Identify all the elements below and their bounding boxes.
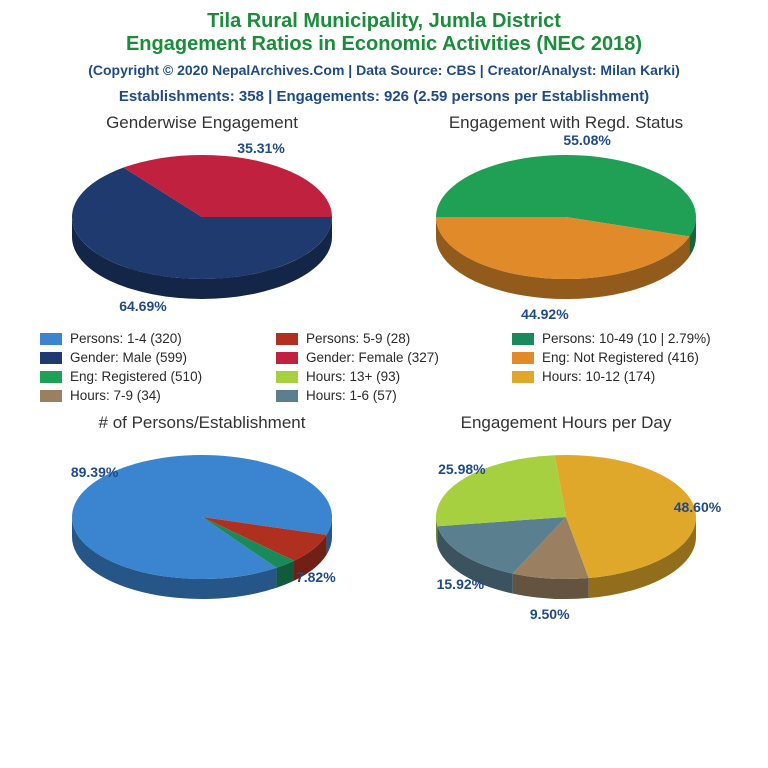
- legend-text: Hours: 1-6 (57): [306, 388, 397, 403]
- legend-swatch: [512, 333, 534, 345]
- charts-grid: Genderwise Engagement 64.69%35.31% Engag…: [0, 113, 768, 633]
- chart-regd-title: Engagement with Regd. Status: [384, 113, 748, 133]
- legend-item: Eng: Registered (510): [40, 369, 256, 384]
- legend-text: Persons: 10-49 (10 | 2.79%): [542, 331, 711, 346]
- chart-hours-pie: 48.60%9.50%15.92%25.98%: [384, 437, 748, 607]
- legend-swatch: [40, 352, 62, 364]
- legend-swatch: [512, 371, 534, 383]
- legend-text: Hours: 13+ (93): [306, 369, 400, 384]
- legend-item: Persons: 1-4 (320): [40, 331, 256, 346]
- chart-regd: Engagement with Regd. Status 55.08%44.92…: [384, 113, 748, 323]
- legend-item: Hours: 13+ (93): [276, 369, 492, 384]
- legend-swatch: [276, 352, 298, 364]
- pie-slice-label: 64.69%: [119, 298, 166, 314]
- title-line-1: Tila Rural Municipality, Jumla District: [0, 0, 768, 33]
- legend-text: Gender: Female (327): [306, 350, 439, 365]
- pie-slice-label: 25.98%: [438, 461, 485, 477]
- pie-slice-label: 35.31%: [237, 140, 284, 156]
- pie-slice-label: 44.92%: [521, 306, 568, 322]
- legend-item: Hours: 1-6 (57): [276, 388, 492, 403]
- pie-slice-label: 7.82%: [296, 569, 336, 585]
- legend-item: Hours: 10-12 (174): [512, 369, 728, 384]
- legend-item: Eng: Not Registered (416): [512, 350, 728, 365]
- legend-swatch: [276, 371, 298, 383]
- stats-line: Establishments: 358 | Engagements: 926 (…: [0, 88, 768, 105]
- legend-text: Persons: 5-9 (28): [306, 331, 410, 346]
- pie-slice-label: 48.60%: [674, 499, 721, 515]
- legend-swatch: [40, 333, 62, 345]
- chart-gender: Genderwise Engagement 64.69%35.31%: [20, 113, 384, 323]
- pie-slice-label: 15.92%: [437, 576, 484, 592]
- legend-item: Persons: 10-49 (10 | 2.79%): [512, 331, 728, 346]
- legend-text: Eng: Registered (510): [70, 369, 202, 384]
- legend-text: Eng: Not Registered (416): [542, 350, 699, 365]
- legend-text: Hours: 10-12 (174): [542, 369, 655, 384]
- pie-slice-label: 55.08%: [563, 132, 610, 148]
- legend-item: Gender: Male (599): [40, 350, 256, 365]
- pie-slice-label: 89.39%: [71, 464, 118, 480]
- chart-gender-title: Genderwise Engagement: [20, 113, 384, 133]
- legend: Persons: 1-4 (320) Persons: 5-9 (28) Perso…: [20, 323, 748, 413]
- legend-item: Gender: Female (327): [276, 350, 492, 365]
- legend-item: Hours: 7-9 (34): [40, 388, 256, 403]
- pie-slice-label: 9.50%: [530, 606, 570, 622]
- chart-hours-title: Engagement Hours per Day: [384, 413, 748, 433]
- chart-persons: # of Persons/Establishment 89.39% 7.82%: [20, 413, 384, 633]
- legend-swatch: [512, 352, 534, 364]
- legend-text: Persons: 1-4 (320): [70, 331, 182, 346]
- chart-persons-pie: 89.39% 7.82%: [20, 437, 384, 607]
- legend-text: Hours: 7-9 (34): [70, 388, 161, 403]
- chart-hours: Engagement Hours per Day 48.60% 9.50% 15.9…: [384, 413, 748, 633]
- chart-persons-title: # of Persons/Establishment: [20, 413, 384, 433]
- legend-swatch: [276, 333, 298, 345]
- legend-item: Persons: 5-9 (28): [276, 331, 492, 346]
- chart-gender-pie: 64.69%35.31%: [20, 137, 384, 307]
- legend-swatch: [40, 390, 62, 402]
- copyright-line: (Copyright © 2020 NepalArchives.Com | Da…: [0, 62, 768, 78]
- legend-text: Gender: Male (599): [70, 350, 187, 365]
- chart-regd-pie: 55.08%44.92%: [384, 137, 748, 307]
- title-line-2: Engagement Ratios in Economic Activities…: [0, 33, 768, 56]
- legend-swatch: [40, 371, 62, 383]
- legend-swatch: [276, 390, 298, 402]
